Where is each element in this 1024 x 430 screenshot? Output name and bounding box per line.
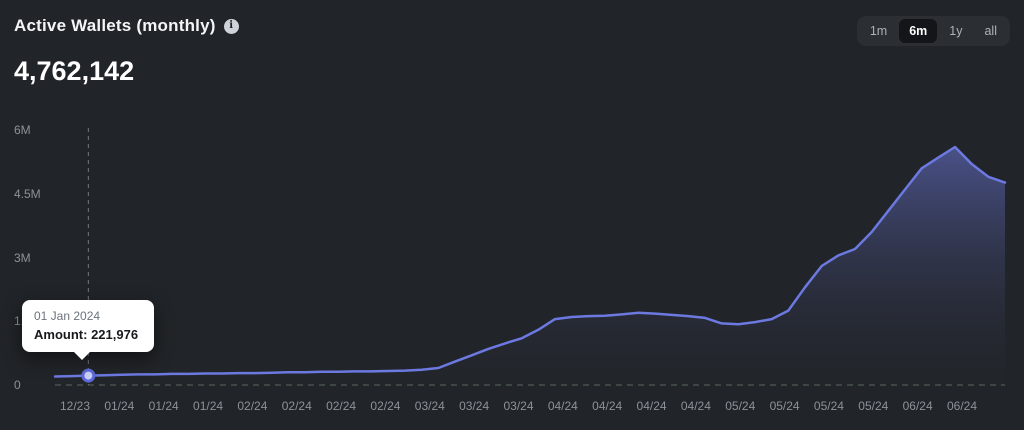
x-axis-label: 04/24 — [680, 399, 711, 413]
y-axis-label: 3M — [14, 250, 31, 265]
y-axis-label: 4.5M — [14, 186, 41, 201]
x-axis-label: 01/24 — [193, 399, 224, 413]
tooltip-date: 01 Jan 2024 — [34, 309, 101, 323]
x-axis-label: 05/24 — [858, 399, 889, 413]
range-button-6m[interactable]: 6m — [899, 19, 938, 43]
x-axis-label: 05/24 — [813, 399, 844, 413]
chart-title: Active Wallets (monthly) — [14, 16, 216, 35]
tooltip-amount-label: Amount: — [34, 327, 88, 342]
x-axis-label: 02/24 — [326, 399, 357, 413]
x-axis-label: 05/24 — [769, 399, 800, 413]
range-button-1y[interactable]: 1y — [939, 19, 972, 43]
x-axis-label: 04/24 — [592, 399, 623, 413]
x-axis-label: 01/24 — [148, 399, 179, 413]
tooltip: 01 Jan 2024 Amount: 221,976 — [22, 300, 154, 360]
x-axis-label: 03/24 — [414, 399, 445, 413]
x-axis-label: 02/24 — [237, 399, 268, 413]
x-axis-label: 12/23 — [59, 399, 91, 413]
y-axis-label: 0 — [14, 378, 21, 392]
x-axis-label: 06/24 — [946, 399, 978, 413]
range-button-1m[interactable]: 1m — [860, 19, 897, 43]
x-axis-label: 01/24 — [104, 399, 135, 413]
x-axis-label: 04/24 — [547, 399, 578, 413]
active-wallets-count: 4,762,142 — [14, 56, 135, 86]
range-button-all[interactable]: all — [974, 19, 1007, 43]
y-axis-label: 6M — [14, 123, 31, 137]
area-fill — [55, 147, 1005, 385]
hover-marker — [81, 368, 96, 383]
x-axis-label: 04/24 — [636, 399, 667, 413]
tooltip-amount-value: 221,976 — [91, 327, 139, 342]
tooltip-amount: Amount: 221,976 — [34, 327, 142, 342]
info-icon[interactable]: i — [223, 18, 239, 34]
x-axis-label: 06/24 — [902, 399, 933, 413]
x-axis-label: 02/24 — [281, 399, 312, 413]
x-axis-label: 03/24 — [459, 399, 490, 413]
x-axis-label: 03/24 — [503, 399, 534, 413]
time-range-switcher: 1m 6m 1y all — [856, 16, 1010, 46]
series-line — [53, 145, 1007, 378]
x-axis-label: 02/24 — [370, 399, 401, 413]
chart-header: Active Wallets (monthly) i — [14, 16, 239, 36]
x-axis-label: 05/24 — [725, 399, 756, 413]
